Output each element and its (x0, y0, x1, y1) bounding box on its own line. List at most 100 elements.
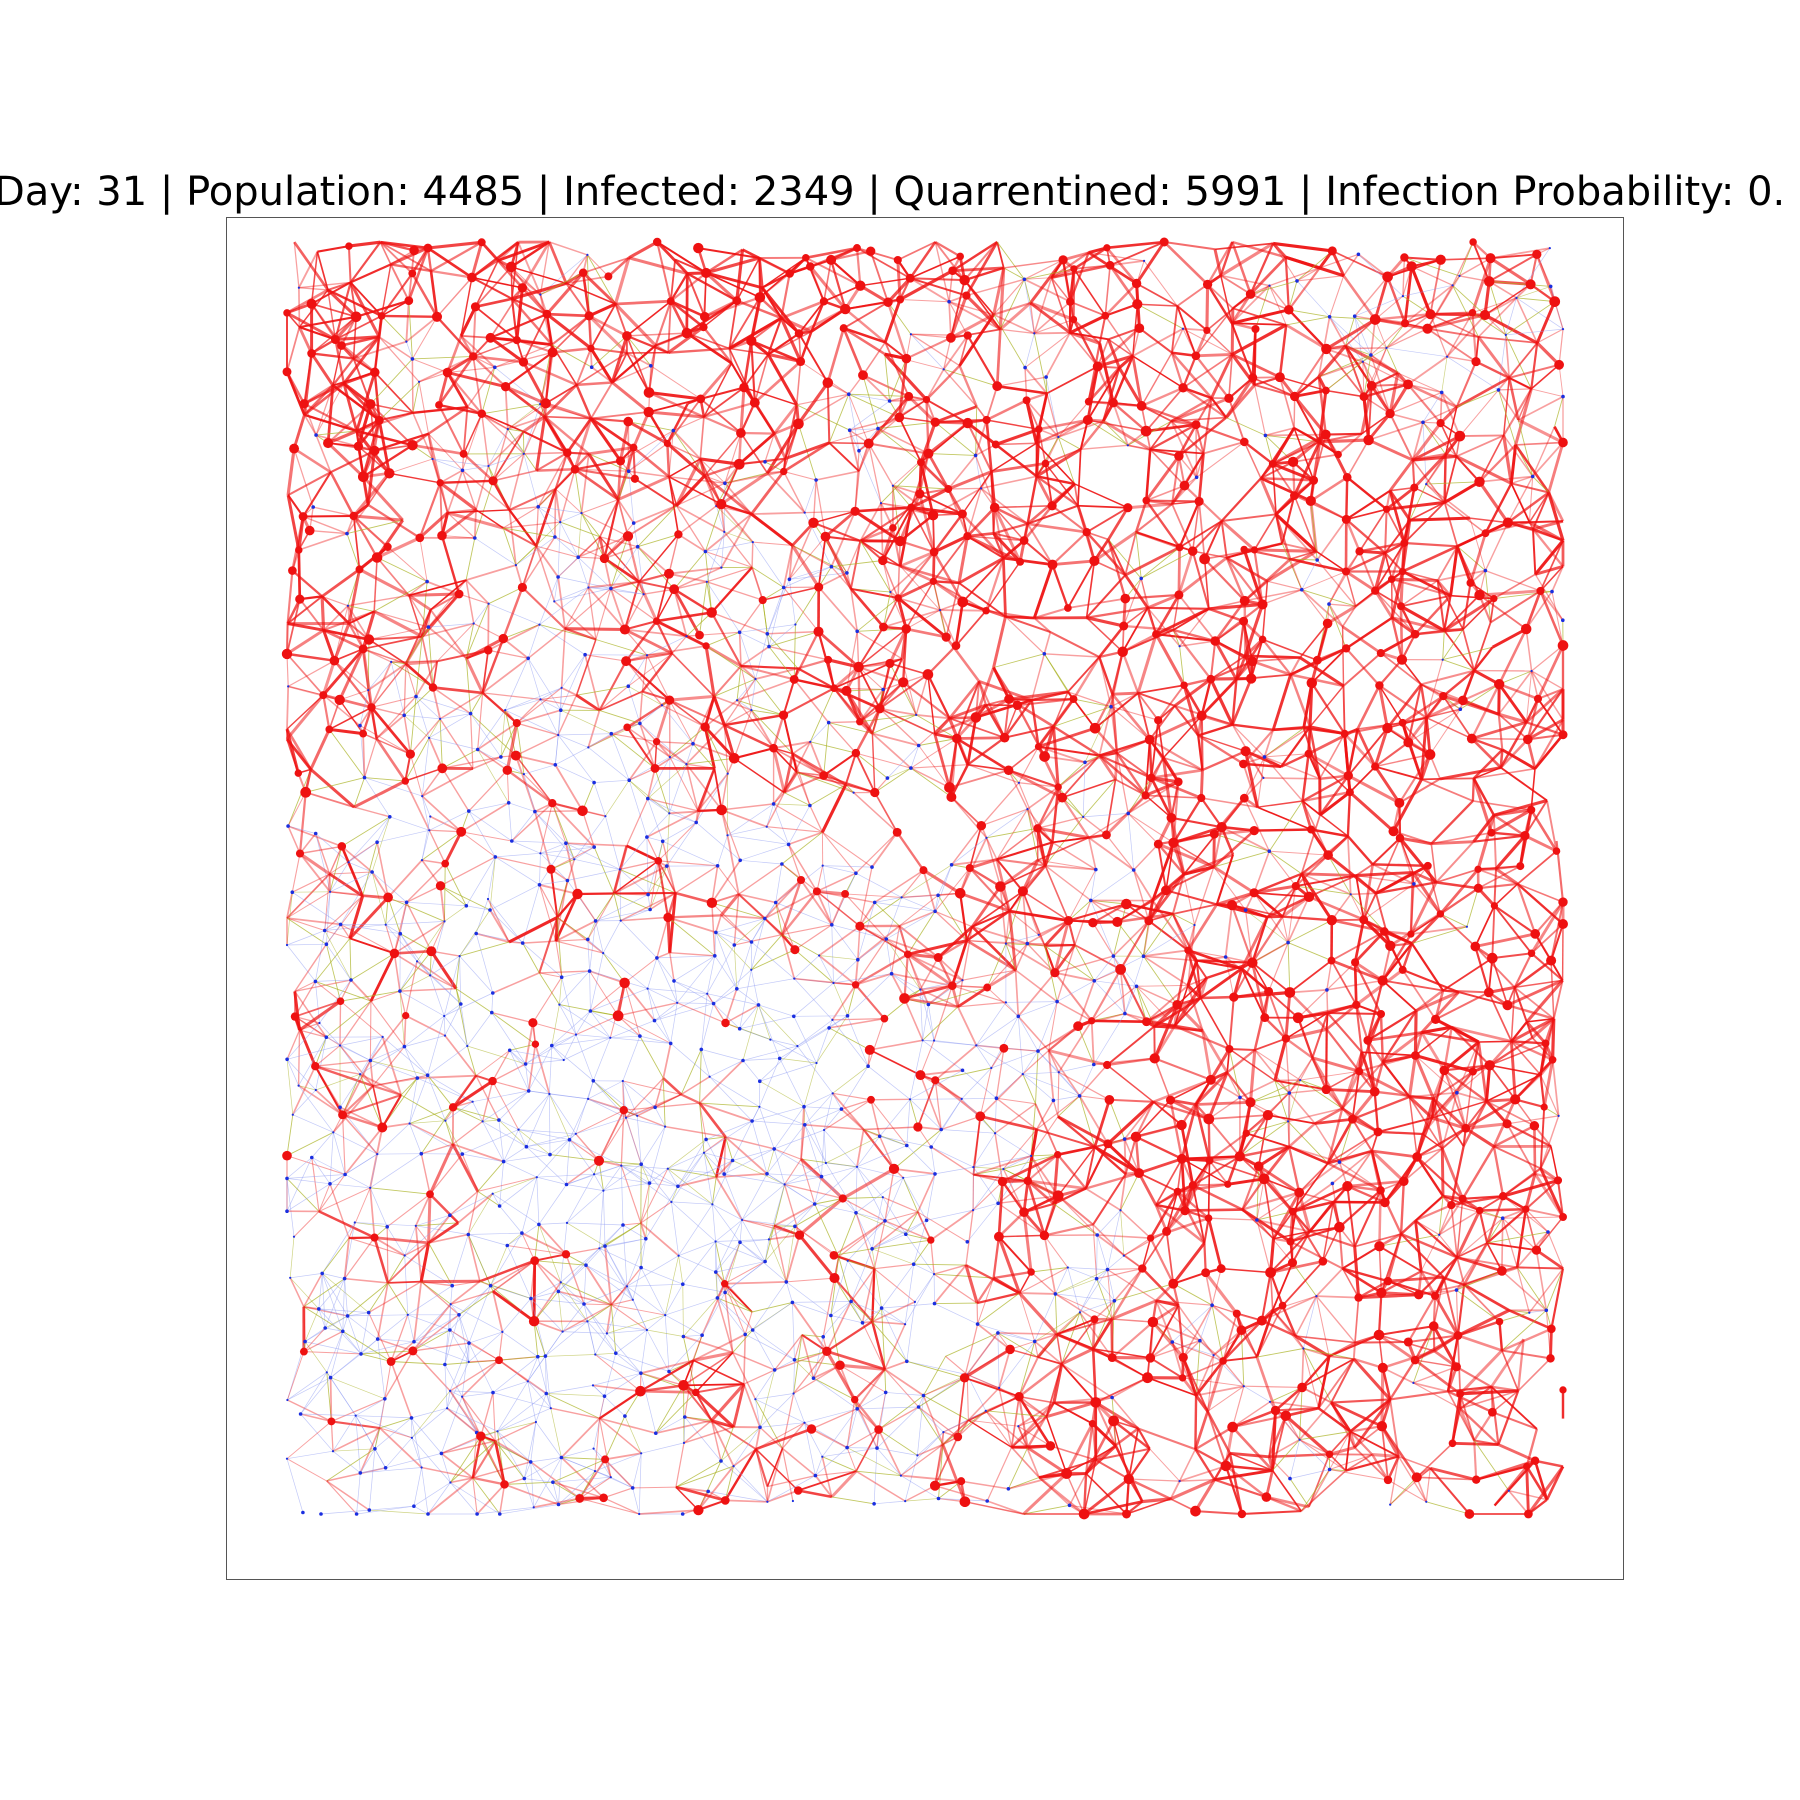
network-edge (1207, 1118, 1211, 1161)
network-edge (1050, 277, 1071, 334)
network-edge (1516, 297, 1564, 330)
network-edge (522, 415, 546, 433)
network-edge (1416, 1117, 1433, 1158)
network-edge (1443, 454, 1447, 503)
network-edge (1079, 419, 1089, 450)
network-edge (589, 417, 622, 462)
network-edge (566, 417, 593, 454)
network-edge (1094, 560, 1126, 576)
network-edge (925, 364, 961, 401)
network-edge (511, 840, 566, 844)
network-edge (347, 594, 410, 607)
network-edge (1459, 434, 1504, 438)
network-edge (1254, 1049, 1290, 1094)
network-edge (986, 419, 1039, 431)
network-edge (994, 1133, 1004, 1182)
network-edge (669, 272, 689, 302)
network-edge (1478, 1040, 1512, 1043)
network-edge (1027, 504, 1079, 525)
network-edge (1511, 482, 1549, 494)
network-edge (906, 1099, 911, 1146)
network-edge (933, 551, 964, 603)
network-edge (1532, 519, 1564, 531)
network-edge (942, 334, 969, 370)
network-edge (516, 722, 559, 736)
network-edge (1207, 283, 1234, 309)
network-edge (549, 1093, 577, 1134)
network-edge (899, 269, 954, 301)
network-edge (992, 616, 1007, 668)
network-edge (1329, 275, 1345, 317)
network-edge (637, 505, 677, 548)
network-edge (1346, 439, 1370, 478)
network-edge (465, 564, 517, 581)
network-edge (706, 581, 763, 601)
network-edge (1443, 456, 1458, 503)
network-edge (370, 358, 413, 405)
network-edge (704, 551, 713, 613)
network-edge (1176, 283, 1209, 307)
network-edge (1407, 383, 1458, 409)
network-edge (637, 581, 658, 622)
network-edge (610, 335, 629, 383)
network-edge (980, 475, 1037, 490)
network-edge (492, 1080, 529, 1092)
network-edge (827, 659, 835, 689)
network-edge (700, 993, 708, 1050)
network-edge (1474, 905, 1496, 947)
network-edge (367, 472, 390, 506)
network-edge (292, 1114, 334, 1133)
network-edge (1346, 792, 1352, 837)
network-edge (587, 1080, 623, 1100)
network-edge (724, 472, 768, 484)
network-edge (703, 415, 742, 435)
network-edge (1195, 397, 1213, 426)
network-edge (1329, 316, 1364, 362)
network-edge (1154, 1057, 1212, 1081)
network-edge (1539, 590, 1565, 646)
network-edge (543, 415, 590, 455)
network-edge (427, 240, 482, 250)
network-edge (506, 770, 510, 803)
network-edge (400, 1094, 446, 1122)
network-edge (900, 299, 950, 303)
network-edge (286, 652, 335, 662)
network-edge (1252, 377, 1296, 398)
network-edge (721, 531, 725, 568)
network-edge (492, 1080, 519, 1130)
network-edge (1491, 957, 1509, 1006)
network-edge (1493, 883, 1519, 907)
network-edge (1547, 492, 1565, 541)
network-edge (1477, 336, 1511, 379)
network-edge (505, 722, 519, 771)
network-edge (1345, 316, 1356, 347)
network-edge (1087, 366, 1121, 403)
network-edge (473, 355, 524, 364)
network-edge (540, 699, 559, 736)
network-edge (728, 296, 761, 349)
network-edge (704, 513, 752, 553)
network-edge (1090, 869, 1134, 901)
network-edge (656, 241, 707, 274)
network-edge (432, 458, 489, 467)
network-edge (667, 442, 701, 460)
network-edge (427, 246, 473, 279)
network-edge (986, 943, 1028, 988)
network-edge (491, 1011, 534, 1024)
network-edge (1183, 874, 1195, 926)
network-edge (1375, 313, 1431, 321)
network-edge (766, 579, 790, 634)
network-edge (1345, 518, 1361, 552)
network-edge (505, 385, 547, 405)
network-edge (1502, 388, 1533, 436)
network-edge (1005, 1002, 1019, 1017)
network-edge (315, 1059, 371, 1067)
network-edge (739, 402, 756, 434)
network-edge (1558, 329, 1564, 365)
network-edge (518, 1129, 576, 1135)
network-edge (353, 514, 403, 522)
network-edge (856, 247, 899, 261)
network-edge (848, 394, 860, 451)
network-edge (1469, 517, 1486, 571)
network-edge (332, 345, 343, 386)
